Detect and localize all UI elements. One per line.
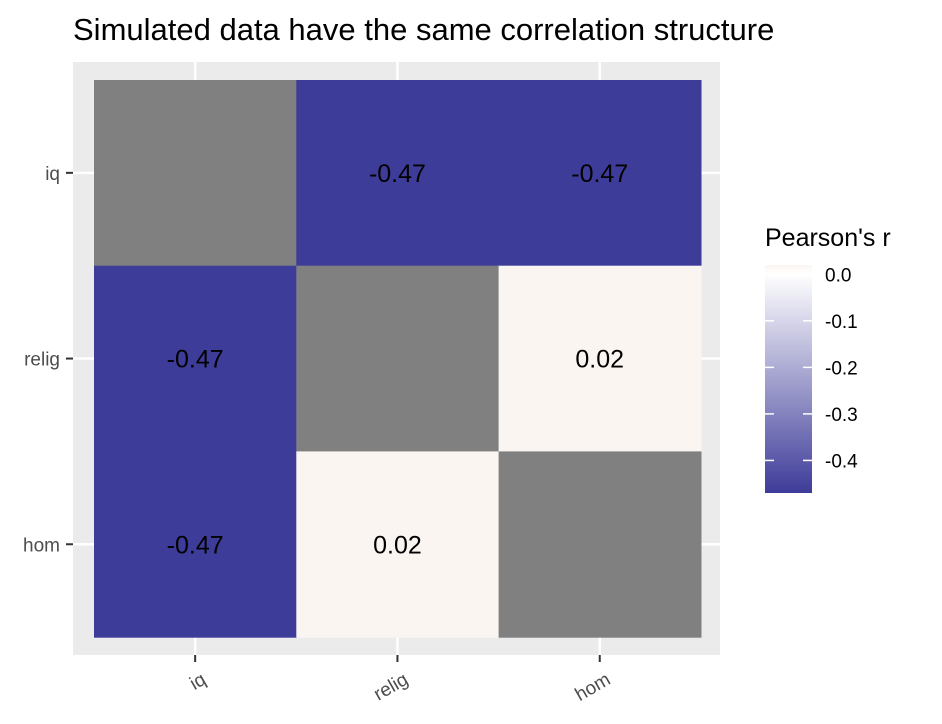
- cell-label-relig-hom: 0.02: [373, 531, 422, 559]
- cell-label-iq-relig: -0.47: [167, 346, 224, 374]
- y-tick-label-relig: relig: [24, 350, 60, 371]
- heatmap-cells: [94, 80, 702, 638]
- heatmap-cell-iq-relig: [94, 265, 297, 452]
- x-tick-label-iq: iq: [186, 669, 209, 695]
- heatmap-cell-hom-hom: [498, 451, 702, 638]
- heatmap-cell-relig-iq: [296, 80, 500, 267]
- legend-label-0: 0.0: [825, 265, 851, 286]
- heatmap-cell-iq-iq: [94, 80, 297, 267]
- cell-label-relig-iq: -0.47: [369, 160, 426, 188]
- heatmap-cell-hom-relig: [498, 265, 702, 452]
- cell-labels: -0.47 -0.47 -0.47 0.02 -0.47 0.02: [167, 160, 629, 559]
- legend-label-2: -0.2: [825, 358, 858, 379]
- legend-colorbar: [765, 265, 812, 493]
- legend-title: Pearson's r: [765, 224, 891, 252]
- y-tick-label-iq: iq: [45, 164, 60, 185]
- cell-label-iq-hom: -0.47: [167, 531, 224, 559]
- heatmap-cell-iq-hom: [94, 451, 297, 638]
- legend-label-3: -0.3: [825, 405, 858, 426]
- chart-title: Simulated data have the same correlation…: [73, 12, 774, 47]
- y-tick-label-hom: hom: [23, 535, 60, 556]
- legend: Pearson's r 0.0 -0.1 -0.2 -0.3 -0.4: [765, 224, 891, 493]
- heatmap-cell-relig-relig: [296, 265, 500, 452]
- heatmap-cell-hom-iq: [498, 80, 702, 267]
- cell-label-hom-relig: 0.02: [575, 346, 624, 374]
- x-tick-label-relig: relig: [370, 669, 412, 705]
- legend-label-1: -0.1: [825, 312, 858, 333]
- x-tick-label-hom: hom: [572, 669, 615, 706]
- cell-label-hom-iq: -0.47: [571, 160, 628, 188]
- legend-label-4: -0.4: [825, 451, 858, 472]
- heatmap-cell-relig-hom: [296, 451, 500, 638]
